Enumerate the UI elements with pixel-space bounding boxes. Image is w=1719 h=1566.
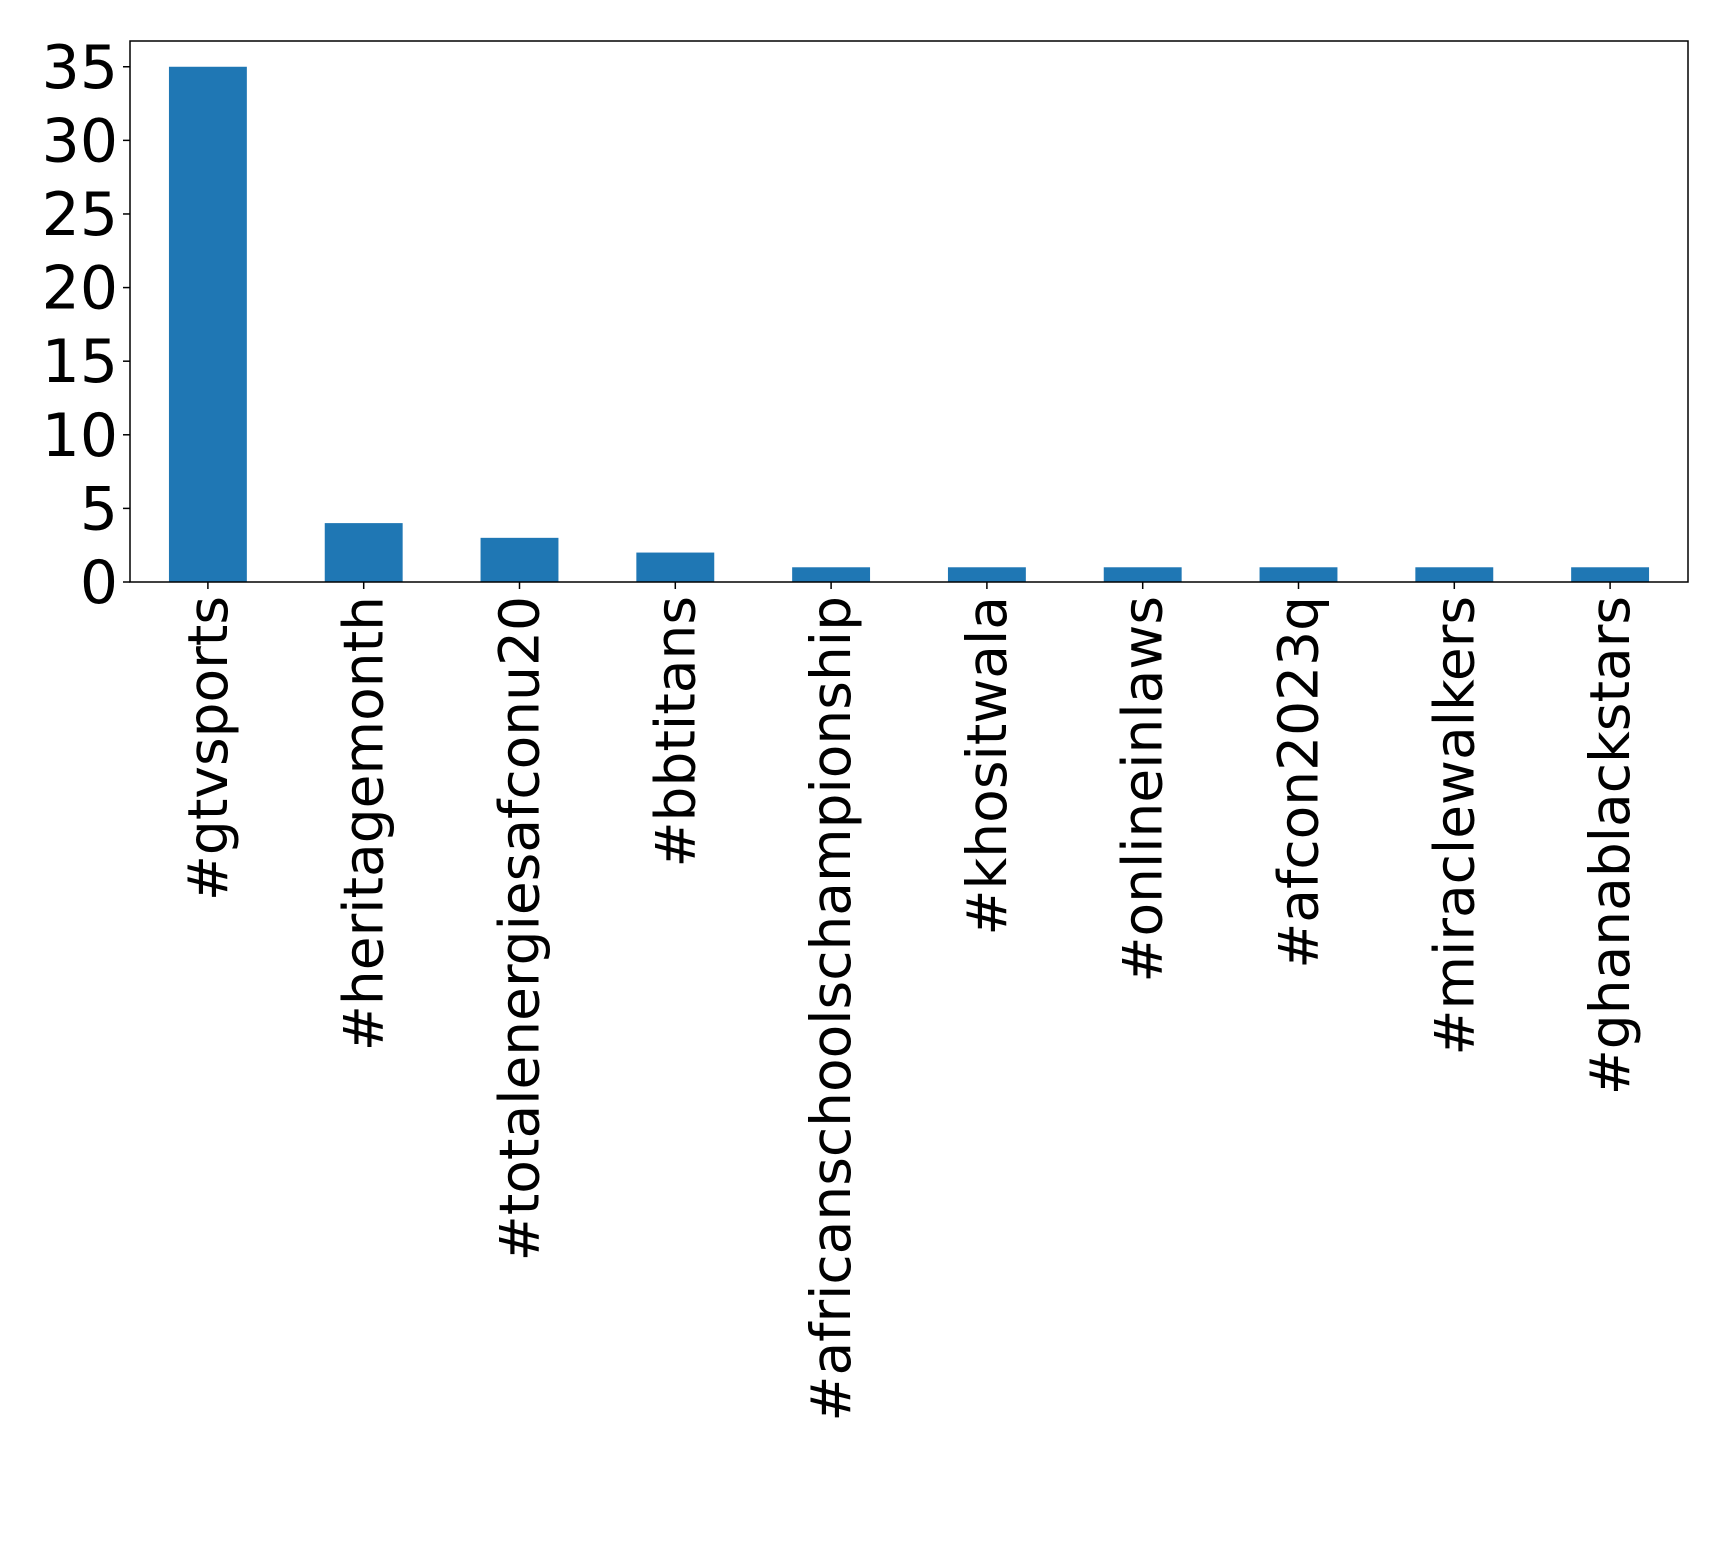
- x-tick-label: #gtvsports: [176, 596, 240, 901]
- bar: [168, 66, 247, 582]
- x-tick-label: #khositwala: [955, 596, 1019, 936]
- x-tick-label: #onlineinlaws: [1111, 596, 1175, 983]
- x-tick-label: #bbtitans: [643, 596, 707, 868]
- x-tick-label: #totalenergiesafconu20: [488, 596, 552, 1261]
- y-tick-label: 0: [80, 548, 118, 618]
- bar: [1571, 567, 1650, 582]
- y-tick-label: 30: [42, 106, 118, 176]
- y-tick-label: 15: [42, 327, 118, 397]
- bar: [792, 567, 871, 582]
- bar: [947, 567, 1026, 582]
- y-tick-label: 20: [42, 254, 118, 324]
- x-tick-label: #afcon2023q: [1267, 596, 1331, 969]
- x-tick-label: #miraclewalkers: [1422, 596, 1486, 1056]
- plot-area-frame: [129, 40, 1689, 583]
- bar: [1259, 567, 1338, 582]
- y-tick-label: 25: [42, 180, 118, 250]
- bar: [480, 537, 559, 582]
- x-tick-label: #africanschoolschampionship: [799, 596, 863, 1422]
- bar: [1103, 567, 1182, 582]
- bar: [324, 523, 403, 582]
- x-axis: #gtvsports #heritagemonth #totalenergiesaf…: [176, 582, 1642, 1422]
- bar: [636, 552, 715, 582]
- y-tick-label: 10: [42, 401, 118, 471]
- bar: [1415, 567, 1494, 582]
- x-tick-label: #ghanablackstars: [1578, 596, 1642, 1095]
- y-tick-label: 5: [80, 474, 118, 544]
- x-tick-label: #heritagemonth: [332, 596, 396, 1051]
- y-tick-label: 35: [42, 33, 118, 103]
- bars-layer: [168, 66, 1650, 582]
